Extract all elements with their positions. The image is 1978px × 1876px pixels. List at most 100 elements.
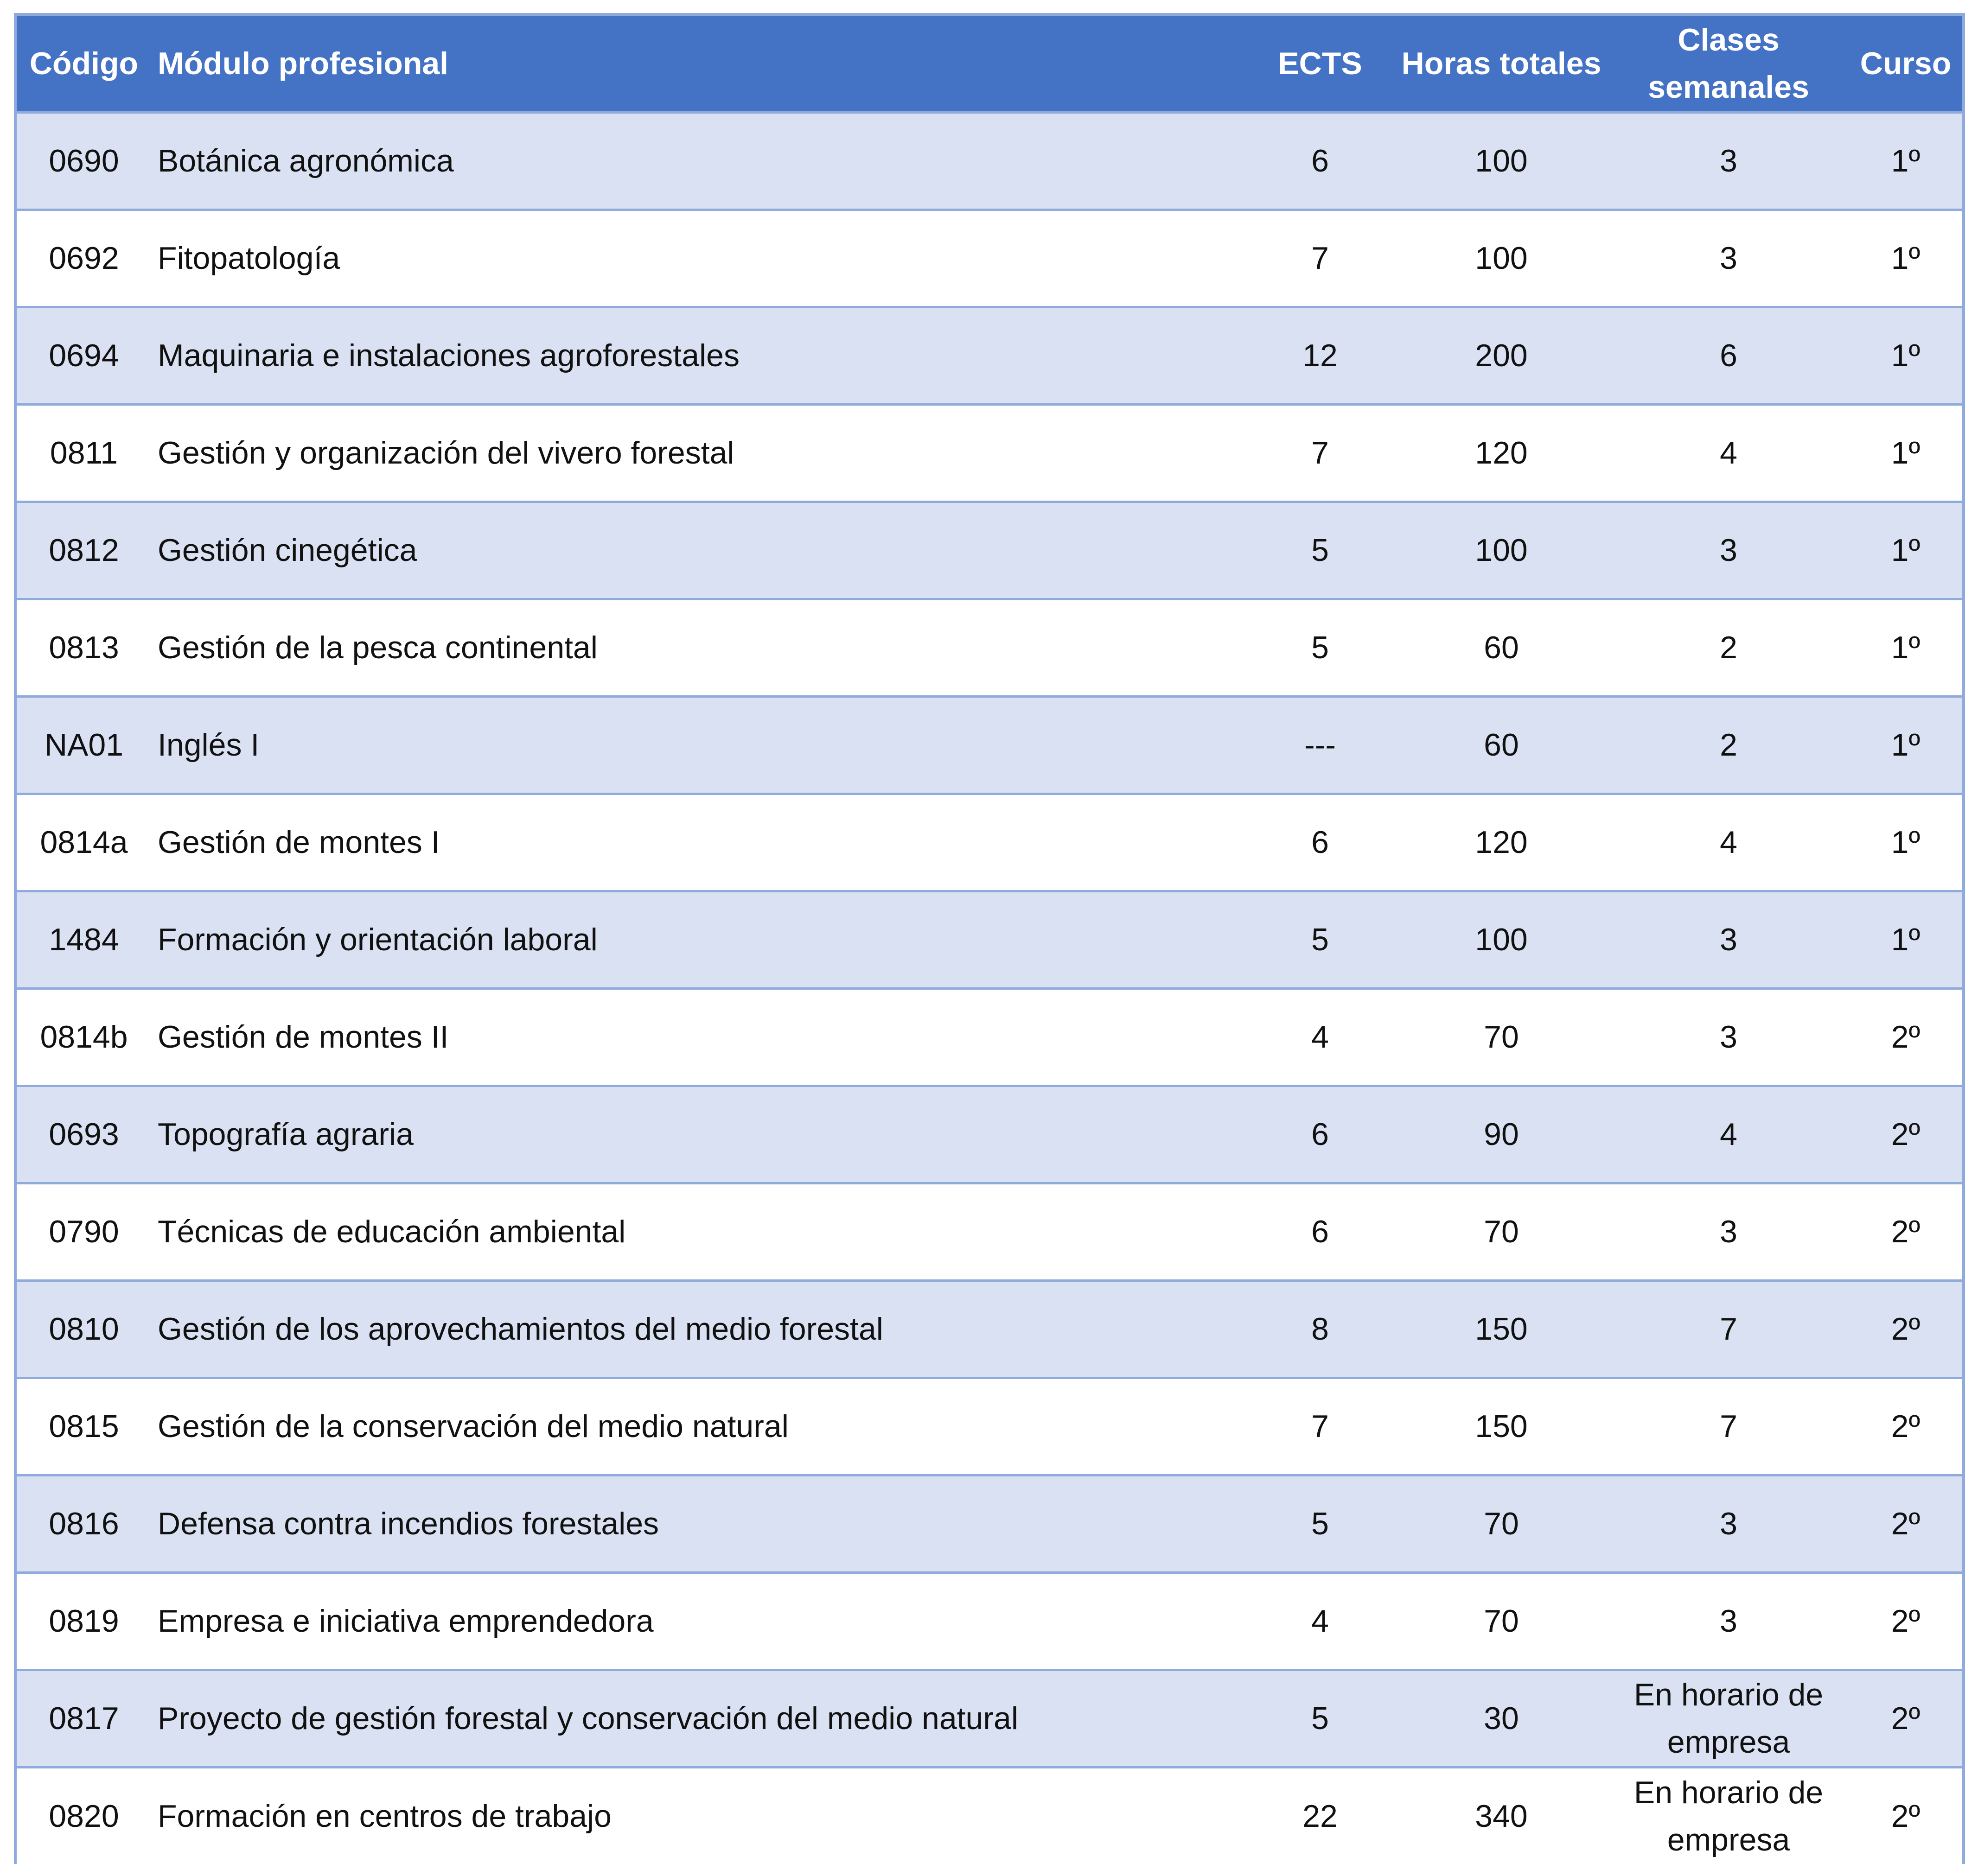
table-row: 0811 Gestión y organización del vivero fo… [17,404,1962,503]
cell-ects: --- [1245,696,1395,795]
cell-ects: 6 [1245,112,1395,211]
cell-weekly-classes: 7 [1608,1280,1849,1379]
cell-ects: 5 [1245,502,1395,600]
table-row: 0790 Técnicas de educación ambiental 6 70 3 2… [17,1183,1962,1282]
cell-course: 2º [1849,1670,1962,1768]
cell-code: 0790 [17,1183,151,1282]
cell-course: 1º [1849,794,1962,892]
cell-hours: 70 [1395,1475,1608,1574]
cell-code: 0819 [17,1572,151,1671]
cell-hours: 200 [1395,307,1608,406]
cell-course: 2º [1849,988,1962,1087]
table-row: 0810 Gestión de los aprovechamientos del … [17,1280,1962,1379]
cell-hours: 70 [1395,988,1608,1087]
cell-module: Gestión de montes II [151,988,1245,1087]
cell-course: 1º [1849,599,1962,698]
table-row: 0813 Gestión de la pesca continental 5 60 2 1… [17,599,1962,698]
cell-hours: 120 [1395,404,1608,503]
cell-weekly-classes: 6 [1608,307,1849,406]
cell-hours: 340 [1395,1767,1608,1864]
cell-weekly-classes: En horario de empresa [1608,1767,1849,1864]
cell-code: 0816 [17,1475,151,1574]
cell-module: Gestión de la pesca continental [151,599,1245,698]
cell-weekly-classes: 2 [1608,599,1849,698]
cell-ects: 6 [1245,794,1395,892]
cell-course: 2º [1849,1183,1962,1282]
cell-ects: 22 [1245,1767,1395,1864]
header-module: Módulo profesional [151,16,1245,114]
cell-weekly-classes: 4 [1608,794,1849,892]
cell-module: Botánica agronómica [151,112,1245,211]
cell-code: 0693 [17,1086,151,1184]
cell-ects: 7 [1245,1378,1395,1476]
table-row: 0820 Formación en centros de trabajo 22 340… [17,1767,1962,1864]
cell-module: Defensa contra incendios forestales [151,1475,1245,1574]
cell-weekly-classes: En horario de empresa [1608,1670,1849,1768]
table-row: 0815 Gestión de la conservación del medio… [17,1378,1962,1476]
header-row: Código Módulo profesional ECTS Horas tot… [17,16,1962,114]
cell-hours: 100 [1395,210,1608,308]
cell-hours: 70 [1395,1183,1608,1282]
cell-ects: 8 [1245,1280,1395,1379]
cell-hours: 120 [1395,794,1608,892]
cell-course: 1º [1849,307,1962,406]
cell-module: Gestión y organización del vivero forest… [151,404,1245,503]
cell-module: Formación en centros de trabajo [151,1767,1245,1864]
cell-weekly-classes: 3 [1608,1572,1849,1671]
cell-ects: 6 [1245,1183,1395,1282]
cell-module: Gestión cinegética [151,502,1245,600]
cell-hours: 150 [1395,1378,1608,1476]
table-row: 0694 Maquinaria e instalaciones agrofores… [17,307,1962,406]
cell-code: 0810 [17,1280,151,1379]
cell-weekly-classes: 3 [1608,112,1849,211]
cell-code: 0812 [17,502,151,600]
cell-course: 2º [1849,1378,1962,1476]
table-row: 0817 Proyecto de gestión forestal y conse… [17,1670,1962,1768]
cell-hours: 150 [1395,1280,1608,1379]
cell-hours: 90 [1395,1086,1608,1184]
cell-code: 0814a [17,794,151,892]
cell-hours: 70 [1395,1572,1608,1671]
cell-ects: 4 [1245,988,1395,1087]
cell-code: 0690 [17,112,151,211]
header-code: Código [17,16,151,114]
cell-hours: 100 [1395,112,1608,211]
table-row: 0693 Topografía agraria 6 90 4 2º [17,1086,1962,1184]
modules-table: Código Módulo profesional ECTS Horas tot… [17,16,1962,1864]
cell-course: 1º [1849,891,1962,990]
cell-weekly-classes: 3 [1608,1475,1849,1574]
cell-weekly-classes: 2 [1608,696,1849,795]
cell-course: 2º [1849,1767,1962,1864]
header-ects: ECTS [1245,16,1395,114]
cell-code: 0811 [17,404,151,503]
table-row: 0819 Empresa e iniciativa emprendedora 4 70… [17,1572,1962,1671]
cell-code: 1484 [17,891,151,990]
cell-weekly-classes: 4 [1608,404,1849,503]
table-row: 0814b Gestión de montes II 4 70 3 2º [17,988,1962,1087]
cell-ects: 5 [1245,1475,1395,1574]
cell-course: 2º [1849,1086,1962,1184]
table-row: 1484 Formación y orientación laboral 5 100 3… [17,891,1962,990]
cell-course: 1º [1849,210,1962,308]
table-row: 0690 Botánica agronómica 6 100 3 1º [17,112,1962,211]
cell-module: Inglés I [151,696,1245,795]
cell-code: 0815 [17,1378,151,1476]
cell-ects: 5 [1245,891,1395,990]
cell-module: Gestión de montes I [151,794,1245,892]
cell-code: NA01 [17,696,151,795]
cell-ects: 4 [1245,1572,1395,1671]
cell-ects: 5 [1245,1670,1395,1768]
cell-weekly-classes: 3 [1608,210,1849,308]
cell-weekly-classes: 3 [1608,1183,1849,1282]
cell-code: 0820 [17,1767,151,1864]
cell-module: Técnicas de educación ambiental [151,1183,1245,1282]
cell-course: 1º [1849,502,1962,600]
cell-module: Empresa e iniciativa emprendedora [151,1572,1245,1671]
header-course: Curso [1849,16,1962,114]
cell-hours: 60 [1395,696,1608,795]
cell-course: 2º [1849,1572,1962,1671]
cell-ects: 7 [1245,210,1395,308]
modules-table-container: Código Módulo profesional ECTS Horas tot… [14,13,1965,1864]
table-header: Código Módulo profesional ECTS Horas tot… [17,16,1962,114]
cell-hours: 100 [1395,502,1608,600]
